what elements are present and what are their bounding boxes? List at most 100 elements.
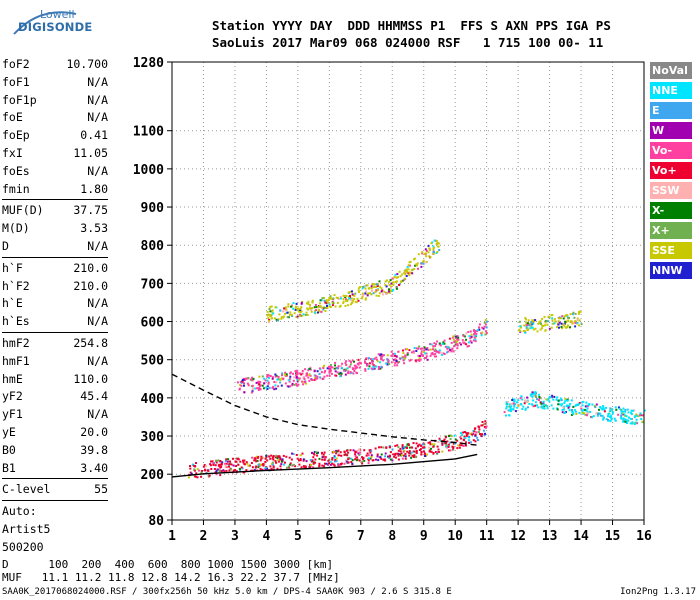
echo-dot xyxy=(352,372,355,375)
echo-dot xyxy=(464,437,467,439)
echo-dot xyxy=(463,435,466,438)
echo-dot xyxy=(378,353,381,356)
echo-dot xyxy=(294,465,297,468)
echo-dot xyxy=(432,452,435,454)
echo-dot xyxy=(361,456,364,459)
echo-dot xyxy=(317,311,319,314)
echo-dot xyxy=(620,414,623,417)
echo-dot xyxy=(513,405,516,408)
echo-dot xyxy=(622,420,625,423)
echo-dot xyxy=(302,381,305,384)
echo-dot xyxy=(413,352,415,355)
echo-dot xyxy=(570,413,573,416)
echo-dot xyxy=(362,457,365,459)
echo-dot xyxy=(627,411,630,414)
echo-dot xyxy=(538,321,541,324)
echo-dot xyxy=(389,446,391,449)
legend-item-noval: NoVal xyxy=(650,62,692,79)
echo-dot xyxy=(332,297,335,300)
echo-dot xyxy=(415,450,418,452)
echo-dot xyxy=(439,351,442,354)
echo-dot xyxy=(350,297,353,300)
echo-dot xyxy=(266,314,269,317)
echo-dot xyxy=(295,371,298,374)
echo-dot xyxy=(422,351,425,353)
echo-dot xyxy=(376,285,379,287)
echo-dot xyxy=(388,283,391,286)
echo-dot xyxy=(541,317,544,320)
echo-dot xyxy=(550,326,553,329)
echo-dot xyxy=(291,384,294,387)
echo-dot xyxy=(274,375,277,378)
echo-dot xyxy=(397,454,400,457)
echo-dot xyxy=(212,462,215,465)
echo-dot xyxy=(391,355,394,358)
echo-dot xyxy=(287,303,290,306)
echo-dot xyxy=(331,366,334,369)
echo-dot xyxy=(282,377,285,380)
echo-dot xyxy=(215,461,218,464)
param-row: h`Es N/A xyxy=(2,314,108,332)
echo-dot xyxy=(618,407,621,410)
echo-dot xyxy=(396,452,399,455)
echo-dot xyxy=(284,382,287,385)
echo-dot xyxy=(484,426,487,429)
echo-dot xyxy=(277,459,280,461)
echo-dot xyxy=(312,456,315,459)
echo-dot xyxy=(397,276,399,279)
echo-dot xyxy=(463,431,466,433)
param-key: foF1p xyxy=(2,92,37,107)
echo-dot xyxy=(333,464,336,467)
echo-dot xyxy=(193,468,196,471)
param-key: C-level xyxy=(2,482,51,497)
echo-dot xyxy=(392,288,395,291)
echo-dot xyxy=(597,413,600,415)
echo-dot xyxy=(560,322,563,325)
echo-dot xyxy=(417,347,420,350)
echo-dot xyxy=(428,255,431,258)
echo-dot xyxy=(585,409,588,412)
echo-dot xyxy=(321,297,324,300)
echo-dot xyxy=(526,324,529,327)
echo-dot xyxy=(428,449,431,452)
echo-dot xyxy=(455,343,458,346)
echo-dot xyxy=(262,464,265,467)
echo-dot xyxy=(312,462,315,465)
echo-dot xyxy=(614,419,617,422)
param-row: C-level 55 xyxy=(2,482,108,500)
echo-dot xyxy=(365,297,367,300)
echo-dot xyxy=(284,461,286,464)
echo-dot xyxy=(251,376,254,379)
echo-dot xyxy=(315,306,318,309)
echo-dot xyxy=(284,371,287,374)
echo-dot xyxy=(187,476,190,479)
echo-dot xyxy=(470,341,473,344)
echo-dot xyxy=(527,319,530,322)
echo-dot xyxy=(588,403,591,405)
echo-dot xyxy=(610,418,613,421)
echo-dot xyxy=(480,332,483,335)
echo-dot xyxy=(397,350,400,353)
echo-dot xyxy=(411,454,414,457)
echo-dot xyxy=(357,299,360,302)
param-value: 55 xyxy=(94,482,108,497)
echo-dot xyxy=(228,469,231,472)
echo-dot xyxy=(324,456,327,459)
echo-dot xyxy=(301,372,304,375)
echo-dot xyxy=(506,401,509,404)
echo-dot xyxy=(290,313,293,316)
echo-dot xyxy=(343,453,346,456)
echo-dot xyxy=(242,461,245,464)
echo-dot xyxy=(551,322,554,325)
echo-dot xyxy=(390,354,393,357)
echo-dot xyxy=(433,349,436,352)
echo-dot xyxy=(478,328,481,331)
y-tick-label: 500 xyxy=(141,354,165,369)
echo-dot xyxy=(323,371,326,374)
echo-dot xyxy=(542,400,545,403)
echo-dot xyxy=(444,442,447,445)
echo-dot xyxy=(570,399,573,402)
echo-dot xyxy=(247,377,250,379)
echo-dot xyxy=(429,354,432,357)
echo-dot xyxy=(329,295,332,298)
